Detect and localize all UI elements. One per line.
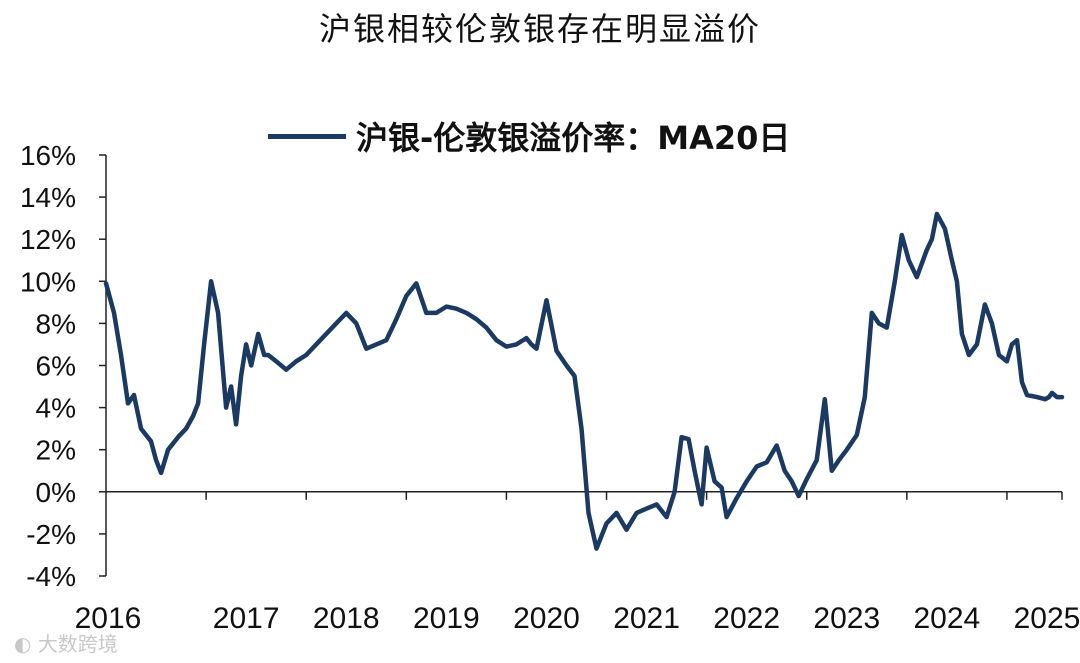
watermark-icon: ◐: [14, 632, 32, 656]
x-tick-label: 2018: [313, 602, 380, 635]
x-tick-label: 2023: [813, 602, 880, 635]
watermark: ◐ 大数跨境: [14, 628, 118, 657]
y-tick-label: 14%: [20, 182, 76, 213]
x-tick-label: 2019: [413, 602, 480, 635]
x-tick-label: 2021: [613, 602, 680, 635]
y-tick-label: 16%: [20, 140, 76, 171]
y-tick-label: 6%: [36, 351, 76, 382]
x-tick-label: 2024: [914, 602, 981, 635]
y-tick-label: 0%: [36, 477, 76, 508]
x-tick-label: 2022: [713, 602, 780, 635]
watermark-text: 大数跨境: [37, 632, 118, 656]
legend-label: 沪银-伦敦银溢价率：MA20日: [356, 119, 791, 157]
legend: 沪银-伦敦银溢价率：MA20日: [268, 116, 791, 157]
y-tick-label: 10%: [20, 266, 76, 297]
x-tick-label: 2016: [75, 602, 142, 635]
y-tick-label: -2%: [26, 519, 76, 550]
y-tick-label: 8%: [36, 308, 76, 339]
x-tick-label: 2017: [213, 602, 280, 635]
y-tick-label: 4%: [36, 393, 76, 424]
chart-title: 沪银相较伦敦银存在明显溢价: [318, 10, 761, 48]
x-tick-label: 2020: [513, 602, 580, 635]
series-line: [103, 211, 1065, 551]
y-tick-label: 2%: [36, 435, 76, 466]
x-tick-label: 2025: [1014, 602, 1080, 635]
y-tick-label: 12%: [20, 224, 76, 255]
legend-swatch: [268, 133, 346, 139]
y-tick-label: -4%: [26, 561, 76, 592]
